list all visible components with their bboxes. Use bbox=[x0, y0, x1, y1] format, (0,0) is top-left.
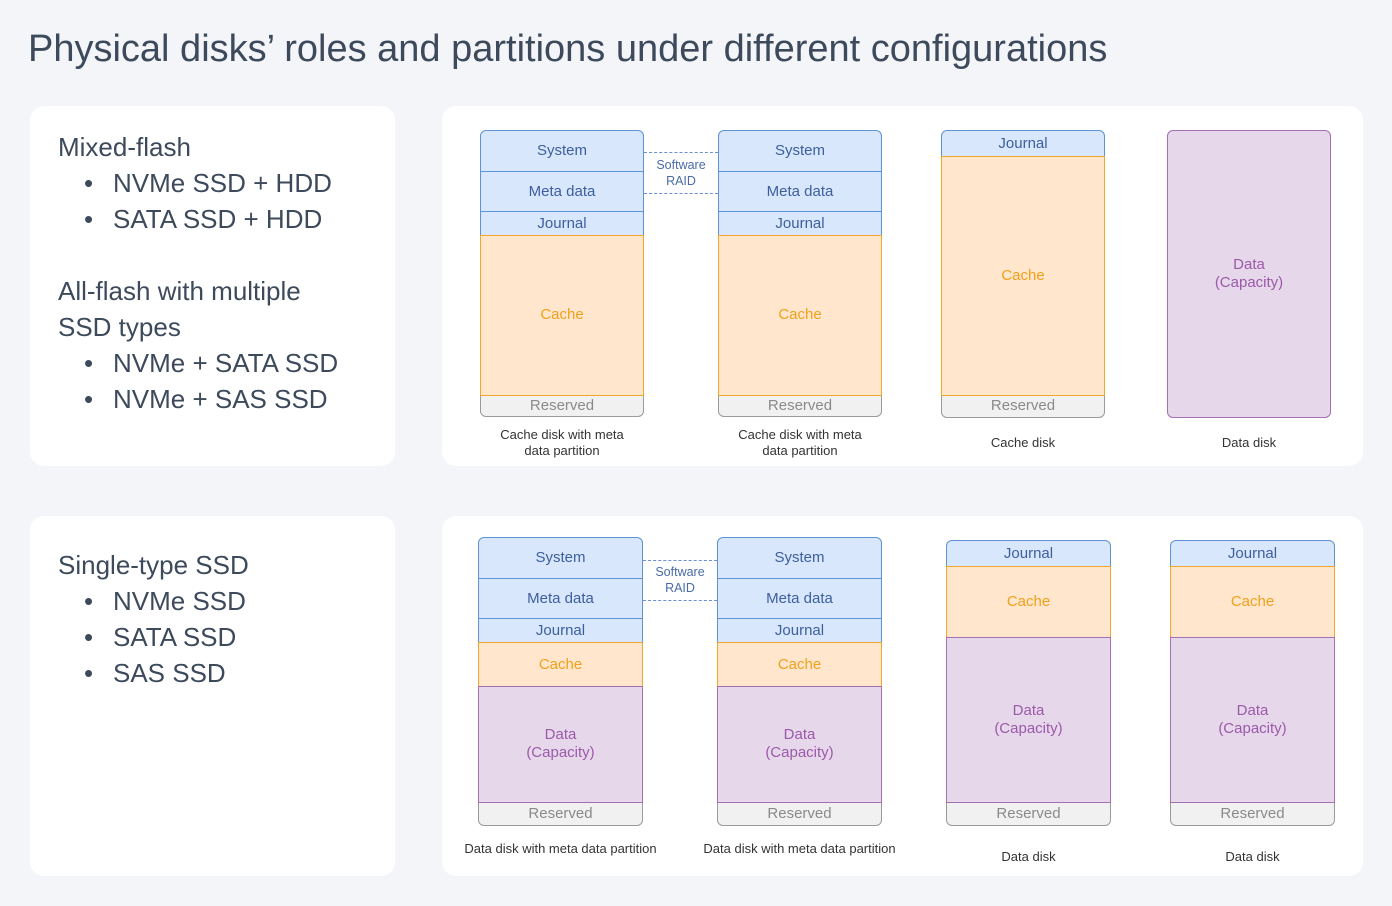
partition: System bbox=[480, 130, 644, 173]
partition: Reserved bbox=[946, 801, 1111, 826]
disk-caption: Data disk with meta data partition bbox=[464, 841, 657, 856]
partition: System bbox=[478, 537, 643, 580]
raid-label: Software RAID bbox=[643, 564, 717, 596]
config-item: NVMe SSD + HDD bbox=[58, 165, 338, 201]
config-item: NVMe + SATA SSD bbox=[58, 345, 338, 381]
disk-caption: Data disk bbox=[1225, 849, 1280, 864]
partition: Meta data bbox=[480, 171, 644, 213]
partition: Journal bbox=[941, 130, 1105, 158]
raid-label: Software RAID bbox=[644, 156, 718, 189]
partition: Journal bbox=[480, 211, 644, 237]
partition: Meta data bbox=[718, 171, 882, 213]
config-item: SATA SSD bbox=[58, 619, 249, 655]
partition: Journal bbox=[718, 211, 882, 237]
config-list: Single-type SSDNVMe SSDSATA SSDSAS SSD bbox=[58, 547, 249, 691]
partition: Meta data bbox=[717, 578, 882, 620]
partition: Data (Capacity) bbox=[717, 686, 882, 803]
partition: Reserved bbox=[941, 394, 1105, 418]
disk-caption: Cache disk with meta data partition bbox=[500, 427, 624, 458]
config-heading: Mixed-flash bbox=[58, 132, 191, 162]
partition: Data (Capacity) bbox=[1170, 637, 1335, 803]
config-item: SAS SSD bbox=[58, 655, 249, 691]
partition: Cache bbox=[946, 566, 1111, 639]
partition: Cache bbox=[480, 235, 644, 396]
raid-line bbox=[644, 193, 718, 194]
partition: Data (Capacity) bbox=[946, 637, 1111, 803]
config-item: SATA SSD + HDD bbox=[58, 201, 338, 237]
disk-caption: Data disk with meta data partition bbox=[703, 841, 896, 856]
partition: Journal bbox=[717, 618, 882, 644]
partition: System bbox=[718, 130, 882, 173]
partition: Reserved bbox=[718, 394, 882, 417]
partition: Data (Capacity) bbox=[1167, 130, 1331, 418]
partition: Journal bbox=[946, 540, 1111, 568]
config-card bbox=[30, 516, 395, 876]
config-list: Mixed-flashNVMe SSD + HDDSATA SSD + HDD A… bbox=[58, 129, 338, 417]
partition: Reserved bbox=[478, 801, 643, 826]
config-heading: All-flash with multiple SSD types bbox=[58, 276, 301, 342]
partition: Cache bbox=[1170, 566, 1335, 639]
config-heading: Single-type SSD bbox=[58, 550, 249, 580]
raid-line bbox=[644, 152, 718, 153]
partition: Reserved bbox=[480, 394, 644, 417]
disk-caption: Data disk bbox=[1001, 849, 1056, 864]
partition: Cache bbox=[941, 156, 1105, 396]
config-item: NVMe SSD bbox=[58, 583, 249, 619]
partition: Data (Capacity) bbox=[478, 686, 643, 803]
partition: Cache bbox=[718, 235, 882, 396]
raid-line bbox=[643, 600, 717, 601]
partition: Journal bbox=[1170, 540, 1335, 568]
page-title: Physical disks’ roles and partitions und… bbox=[28, 28, 1108, 70]
disk-caption: Data disk bbox=[1221, 435, 1277, 450]
partition: Meta data bbox=[478, 578, 643, 620]
partition: Journal bbox=[478, 618, 643, 644]
config-item: NVMe + SAS SSD bbox=[58, 381, 338, 417]
partition: Cache bbox=[478, 642, 643, 688]
disk-caption: Cache disk with meta data partition bbox=[738, 427, 862, 458]
partition: System bbox=[717, 537, 882, 580]
disk-caption: Cache disk bbox=[990, 435, 1056, 450]
partition: Reserved bbox=[1170, 801, 1335, 826]
partition: Cache bbox=[717, 642, 882, 688]
raid-line bbox=[643, 560, 717, 561]
partition: Reserved bbox=[717, 801, 882, 826]
